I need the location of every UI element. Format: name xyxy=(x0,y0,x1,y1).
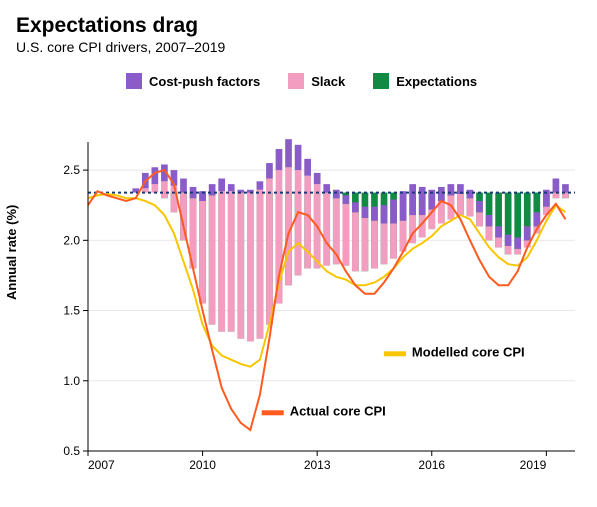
legend-cost-label: Cost-push factors xyxy=(149,74,260,89)
svg-text:0.5: 0.5 xyxy=(63,444,80,458)
svg-text:2013: 2013 xyxy=(304,458,331,472)
legend-exp-label: Expectations xyxy=(396,74,477,89)
y-axis-label: Annual rate (%) xyxy=(4,205,19,300)
svg-text:2007: 2007 xyxy=(88,458,115,472)
legend: Cost-push factors Slack Expectations xyxy=(126,73,581,89)
svg-text:1.0: 1.0 xyxy=(63,374,80,388)
svg-text:2016: 2016 xyxy=(418,458,445,472)
svg-text:1.5: 1.5 xyxy=(63,304,80,318)
legend-slack-label: Slack xyxy=(311,74,345,89)
svg-text:2010: 2010 xyxy=(189,458,216,472)
legend-slack: Slack xyxy=(288,73,345,89)
chart-area: 0.5 1.0 1.5 2.0 2.5 2007 2010 2013 2016 2019 Model… xyxy=(56,138,581,473)
svg-text:2.5: 2.5 xyxy=(63,163,80,177)
legend-cost: Cost-push factors xyxy=(126,73,260,89)
slack-swatch xyxy=(288,73,304,89)
legend-exp: Expectations xyxy=(373,73,477,89)
svg-text:Modelled core CPI: Modelled core CPI xyxy=(412,344,525,359)
svg-text:2019: 2019 xyxy=(520,458,547,472)
chart-subtitle: U.S. core CPI drivers, 2007–2019 xyxy=(16,39,581,55)
svg-text:Actual core CPI: Actual core CPI xyxy=(290,403,386,418)
svg-text:2.0: 2.0 xyxy=(63,233,80,247)
cost-swatch xyxy=(126,73,142,89)
exp-swatch xyxy=(373,73,389,89)
chart-title: Expectations drag xyxy=(16,14,581,37)
